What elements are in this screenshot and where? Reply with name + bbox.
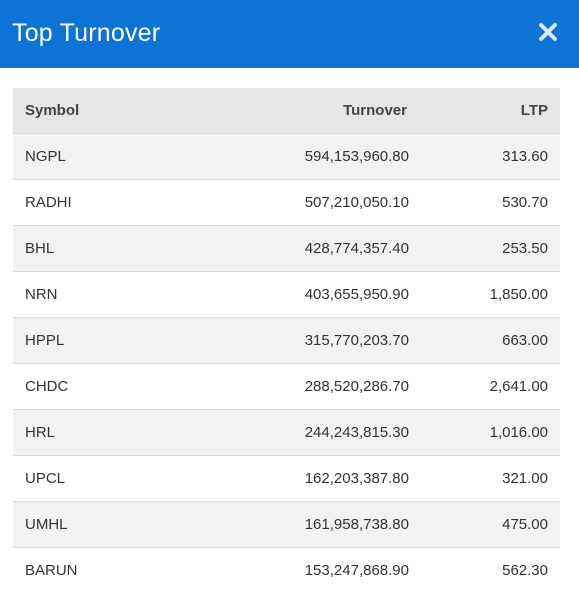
table-row[interactable]: NRN 403,655,950.90 1,850.00	[13, 271, 560, 317]
turnover-cell: 428,774,357.40	[304, 239, 409, 257]
table-row[interactable]: RADHI 507,210,050.10 530.70	[13, 179, 560, 225]
close-button[interactable]	[538, 22, 566, 50]
dialog-title: Top Turnover	[12, 19, 161, 47]
turnover-cell: 153,247,868.90	[304, 561, 409, 579]
dialog-header: Top Turnover	[0, 0, 579, 68]
ltp-cell: 663.00	[502, 331, 548, 349]
ltp-cell: 2,641.00	[489, 377, 548, 395]
symbol-cell: BARUN	[25, 561, 78, 579]
turnover-cell: 403,655,950.90	[304, 285, 409, 303]
table-body: NGPL 594,153,960.80 313.60 RADHI 507,210…	[13, 133, 560, 593]
ltp-cell: 475.00	[502, 515, 548, 533]
symbol-cell: CHDC	[25, 377, 69, 395]
turnover-table: Symbol Turnover LTP NGPL 594,153,960.80 …	[13, 88, 560, 593]
table-header-row: Symbol Turnover LTP	[13, 88, 560, 133]
turnover-cell: 161,958,738.80	[304, 515, 409, 533]
symbol-cell: BHL	[25, 239, 55, 257]
turnover-cell: 594,153,960.80	[304, 147, 409, 165]
turnover-table-container: Symbol Turnover LTP NGPL 594,153,960.80 …	[13, 88, 560, 593]
ltp-cell: 313.60	[502, 147, 548, 165]
symbol-cell: UPCL	[25, 469, 66, 487]
ltp-cell: 321.00	[502, 469, 548, 487]
turnover-cell: 288,520,286.70	[304, 377, 409, 395]
turnover-cell: 244,243,815.30	[304, 423, 409, 441]
column-header-symbol[interactable]: Symbol	[25, 101, 80, 119]
close-icon	[539, 23, 557, 41]
table-row[interactable]: NGPL 594,153,960.80 313.60	[13, 133, 560, 179]
table-header: Symbol Turnover LTP	[13, 88, 560, 133]
symbol-cell: NRN	[25, 285, 58, 303]
table-row[interactable]: BHL 428,774,357.40 253.50	[13, 225, 560, 271]
symbol-cell: HPPL	[25, 331, 65, 349]
table-row[interactable]: UPCL 162,203,387.80 321.00	[13, 455, 560, 501]
column-header-ltp[interactable]: LTP	[520, 101, 548, 119]
turnover-cell: 162,203,387.80	[304, 469, 409, 487]
ltp-cell: 1,016.00	[489, 423, 548, 441]
table-row[interactable]: CHDC 288,520,286.70 2,641.00	[13, 363, 560, 409]
table-row[interactable]: HRL 244,243,815.30 1,016.00	[13, 409, 560, 455]
turnover-cell: 315,770,203.70	[304, 331, 409, 349]
turnover-cell: 507,210,050.10	[304, 193, 409, 211]
table-row[interactable]: UMHL 161,958,738.80 475.00	[13, 501, 560, 547]
ltp-cell: 562.30	[502, 561, 548, 579]
symbol-cell: NGPL	[25, 147, 66, 165]
ltp-cell: 530.70	[502, 193, 548, 211]
table-row[interactable]: HPPL 315,770,203.70 663.00	[13, 317, 560, 363]
symbol-cell: UMHL	[25, 515, 68, 533]
ltp-cell: 1,850.00	[489, 285, 548, 303]
ltp-cell: 253.50	[502, 239, 548, 257]
column-header-turnover[interactable]: Turnover	[343, 101, 407, 119]
symbol-cell: RADHI	[25, 193, 72, 211]
symbol-cell: HRL	[25, 423, 56, 441]
table-row[interactable]: BARUN 153,247,868.90 562.30	[13, 547, 560, 593]
